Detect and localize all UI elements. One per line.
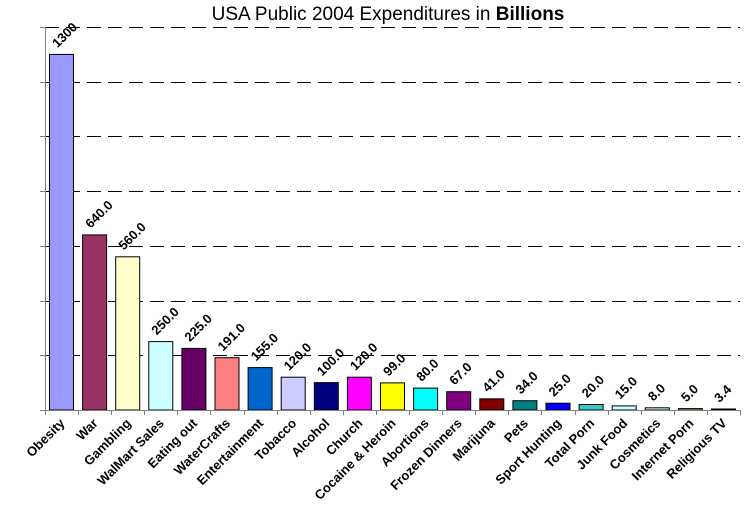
value-label-2: 560.0 [115, 219, 149, 253]
chart-title-bold: Billions [496, 4, 565, 25]
bar-1 [82, 234, 108, 411]
bar-19 [677, 408, 703, 411]
bar-5 [214, 357, 240, 411]
value-label-3: 250.0 [148, 304, 182, 338]
value-label-9: 120.0 [347, 340, 381, 374]
value-label-10: 99.0 [380, 351, 409, 380]
bar-20 [711, 408, 736, 411]
value-label-15: 25.0 [546, 371, 575, 400]
value-label-17: 15.0 [612, 374, 641, 403]
bar-10 [380, 382, 405, 411]
value-label-5: 191.0 [215, 320, 249, 354]
value-label-0: 1300 [49, 19, 80, 50]
category-label-0: Obesity [23, 415, 68, 460]
value-label-4: 225.0 [181, 311, 215, 345]
value-label-16: 20.0 [579, 372, 608, 401]
value-label-20: 3.4 [711, 381, 735, 405]
value-label-14: 34.0 [512, 368, 541, 397]
bar-17 [611, 405, 637, 411]
bar-7 [280, 376, 306, 411]
chart-title-text: USA Public 2004 Expenditures in [212, 4, 496, 25]
bar-15 [545, 402, 571, 411]
value-label-8: 100.0 [314, 345, 348, 379]
gridlines [45, 27, 740, 356]
value-label-6: 155.0 [248, 330, 282, 364]
bar-12 [446, 391, 472, 411]
bar-0 [49, 53, 74, 411]
bar-13 [479, 398, 505, 411]
value-label-1: 640.0 [82, 197, 116, 231]
bar-4 [181, 347, 207, 411]
bar-3 [148, 341, 174, 411]
category-label-1: War [73, 416, 101, 444]
category-label-14: Pets [501, 416, 531, 446]
bar-8 [313, 382, 339, 411]
bar-11 [413, 387, 439, 411]
value-label-11: 80.0 [413, 356, 442, 385]
value-label-13: 41.0 [479, 366, 508, 395]
value-label-18: 8.0 [645, 381, 668, 404]
bar-18 [644, 407, 670, 411]
bar-9 [346, 376, 372, 411]
value-label-19: 5.0 [678, 381, 701, 404]
axes [40, 27, 741, 415]
value-label-7: 120.0 [281, 340, 315, 374]
bar-2 [115, 256, 141, 411]
bar-16 [578, 404, 604, 411]
bar-6 [247, 367, 273, 411]
chart-title: USA Public 2004 Expenditures in Billions [212, 4, 565, 25]
value-label-12: 67.0 [446, 359, 475, 388]
bar-14 [512, 400, 538, 411]
